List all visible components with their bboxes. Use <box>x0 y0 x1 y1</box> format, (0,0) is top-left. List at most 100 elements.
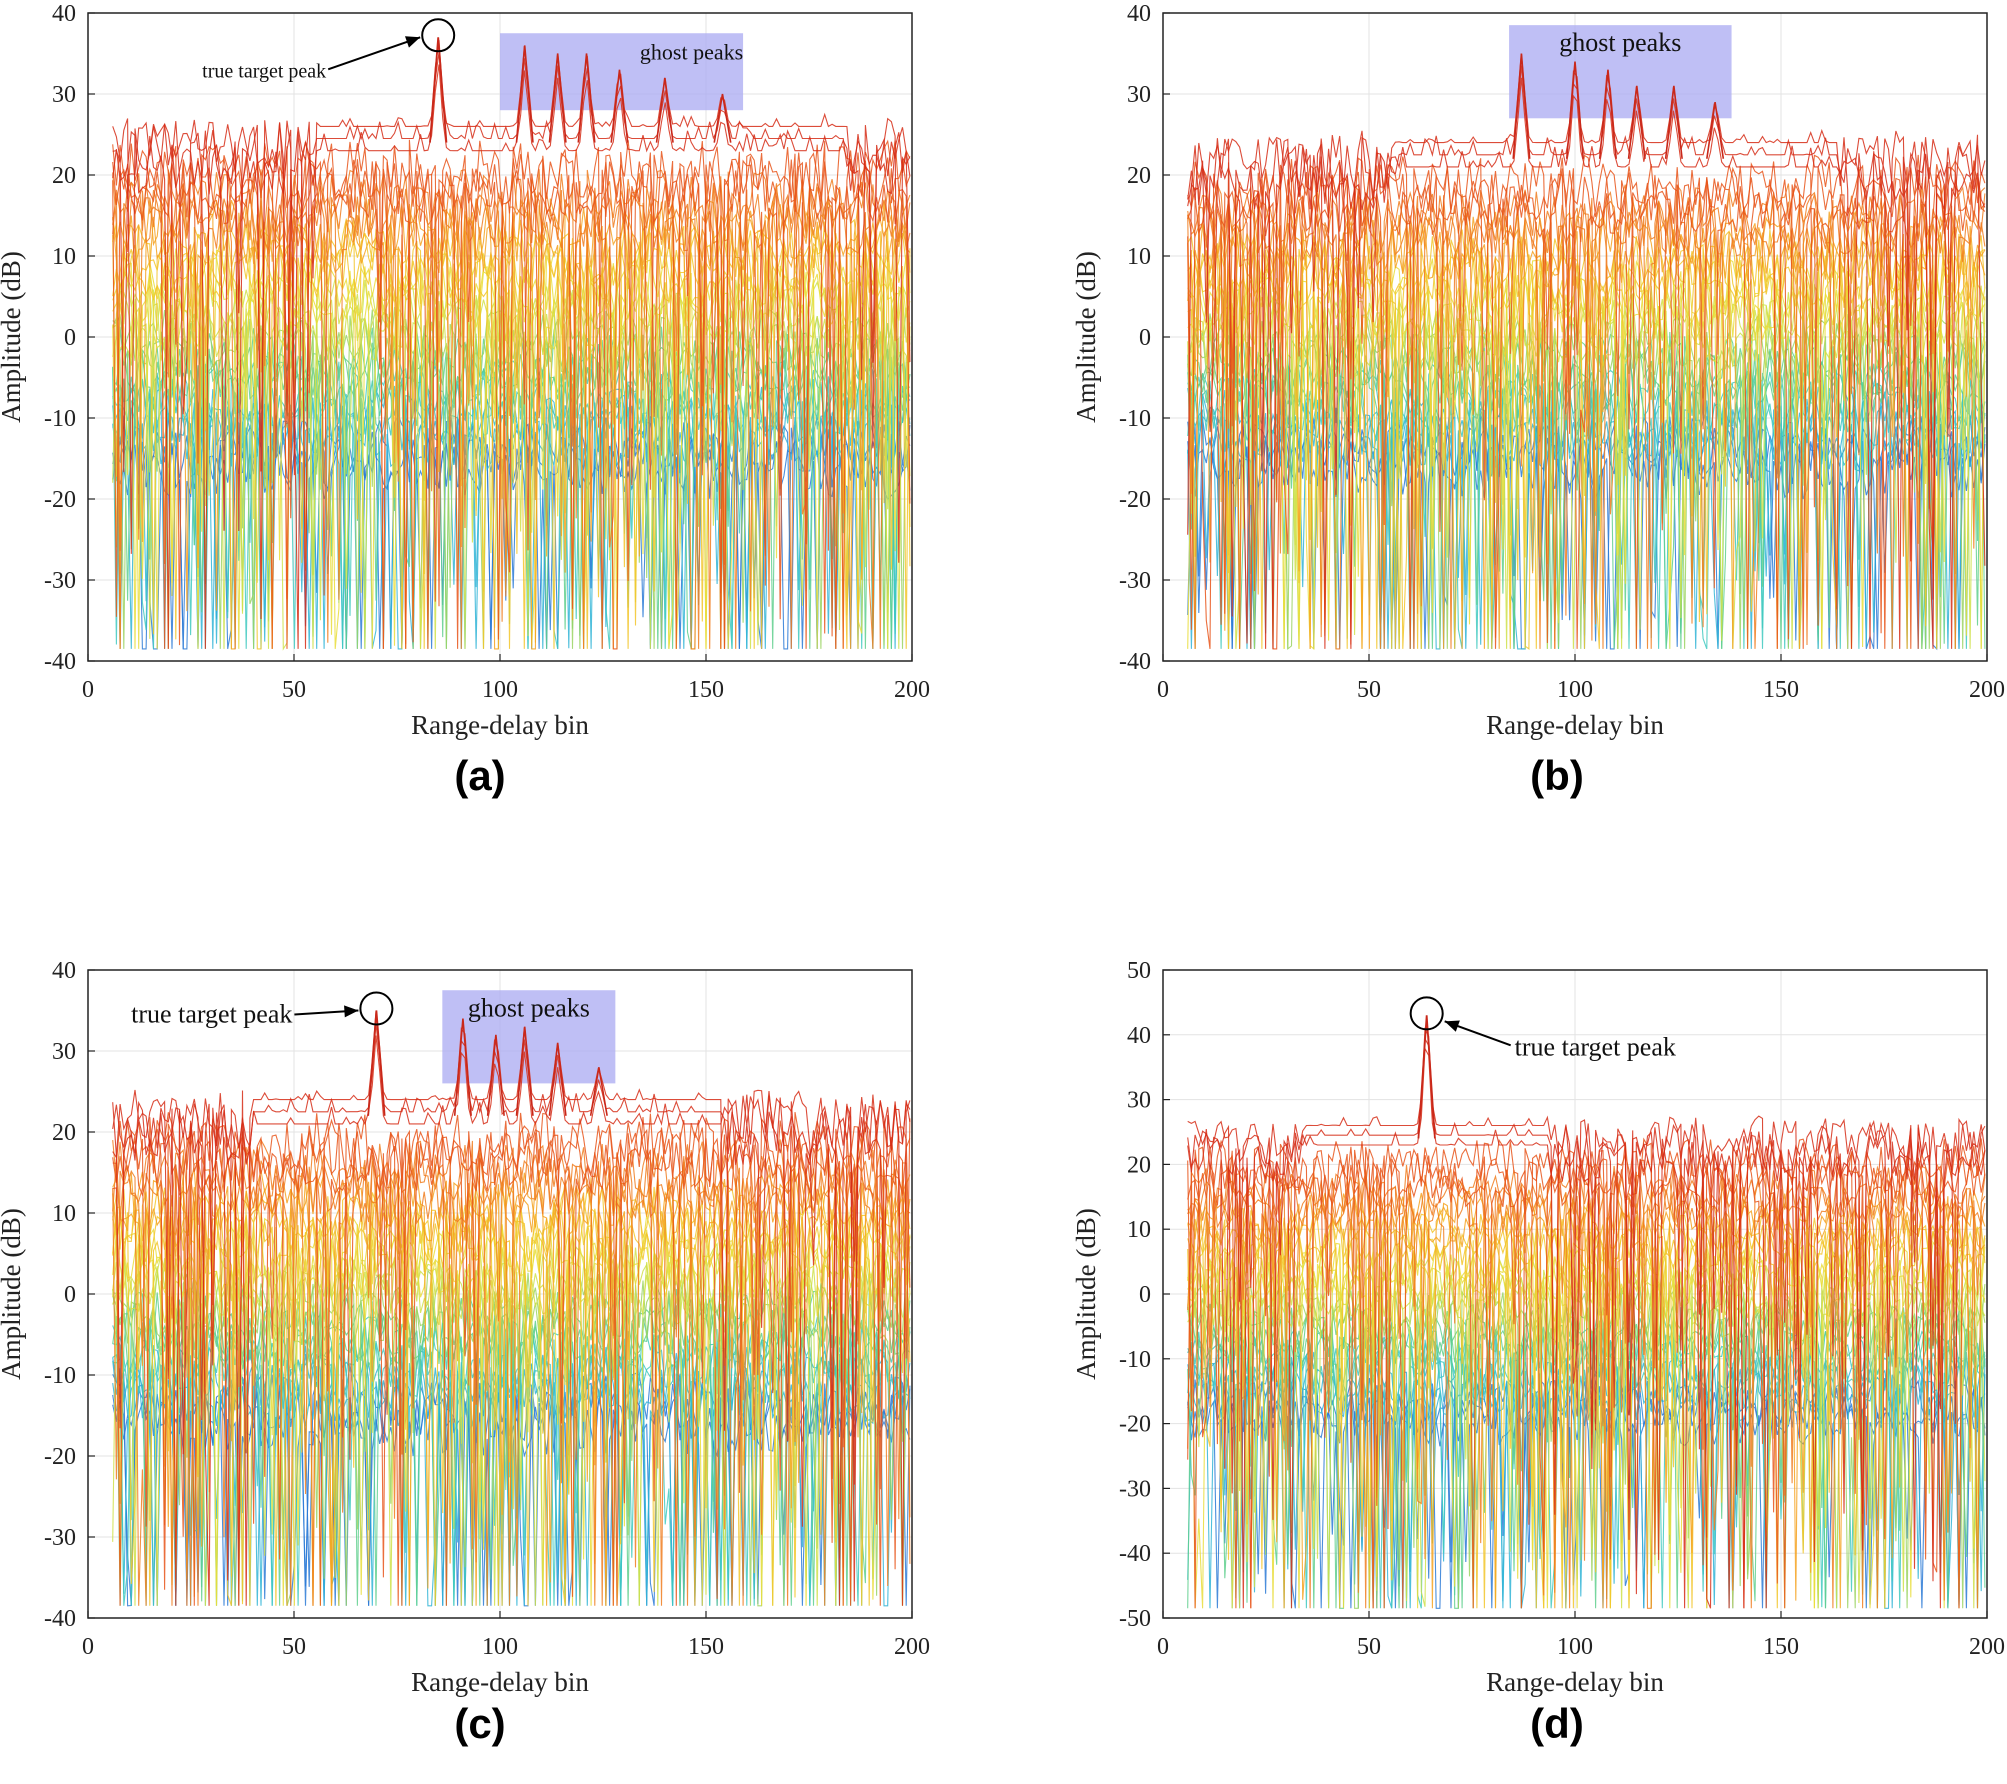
y-tick-label: -40 <box>1119 1541 1151 1567</box>
y-tick-label: -30 <box>44 1525 76 1551</box>
ghost-peak-4 <box>610 69 629 143</box>
x-axis-label: Range-delay bin <box>411 1667 589 1697</box>
true-peak-label: true target peak <box>202 60 326 82</box>
x-tick-label: 100 <box>1557 1634 1593 1660</box>
y-tick-label: -10 <box>44 406 76 432</box>
y-tick-label: 0 <box>64 1282 76 1308</box>
y-tick-label: 20 <box>52 163 76 189</box>
x-tick-label: 50 <box>1357 1634 1381 1660</box>
x-tick-label: 0 <box>1157 1634 1169 1660</box>
true-peak-label: true target peak <box>1515 1032 1676 1061</box>
arrow-head <box>1444 1020 1460 1032</box>
signal-traces <box>1187 1027 1986 1609</box>
y-tick-label: 30 <box>1127 82 1151 108</box>
y-axis-label: Amplitude (dB) <box>0 1208 26 1380</box>
y-tick-label: 0 <box>1139 325 1151 351</box>
x-tick-label: 100 <box>482 1634 518 1660</box>
trace-line <box>1187 182 1986 649</box>
true-target-peak <box>429 37 448 143</box>
ghost-peaks-label: ghost peaks <box>640 39 743 64</box>
y-tick-label: 10 <box>52 244 76 270</box>
chart-panel-4: 0 50 100 150 200 -50 -40 -30 -20 -10 0 10 20 30 40 50 Ra… <box>1071 958 2005 1697</box>
true-peak-circle <box>1409 996 1444 1031</box>
x-tick-label: 150 <box>688 677 724 703</box>
x-tick-label: 200 <box>1969 1634 2005 1660</box>
x-tick-label: 0 <box>82 677 94 703</box>
trace-line <box>112 64 911 649</box>
ghost-peak-4 <box>1627 85 1646 159</box>
trace-line <box>1187 1145 1986 1609</box>
y-tick-label: -30 <box>44 568 76 594</box>
trace-line <box>1187 1027 1986 1609</box>
y-tick-label: 10 <box>1127 244 1151 270</box>
ghost-peak-3 <box>515 1026 534 1116</box>
x-tick-label: 150 <box>1763 1634 1799 1660</box>
x-tick-label: 0 <box>82 1634 94 1660</box>
trace-line <box>1187 173 1986 650</box>
y-tick-label: -20 <box>44 1444 76 1470</box>
trace-line <box>112 1023 911 1606</box>
x-tick-label: 50 <box>1357 677 1381 703</box>
ghost-peak-2 <box>486 1034 505 1116</box>
y-tick-label: -20 <box>1119 487 1151 513</box>
ghost-peak-3 <box>1598 69 1617 159</box>
y-tick-label: 0 <box>1139 1282 1151 1308</box>
y-axis-label: Amplitude (dB) <box>1071 1208 1101 1380</box>
true-peak-label: true target peak <box>131 1000 292 1029</box>
y-tick-label: 40 <box>52 1 76 27</box>
true-peak-circle <box>359 991 394 1026</box>
ghost-peak-1 <box>1512 53 1531 159</box>
annotation-arrow <box>327 36 421 71</box>
y-tick-label: -40 <box>1119 649 1151 675</box>
ghost-peak-1 <box>453 1018 472 1116</box>
y-tick-label: 10 <box>52 1201 76 1227</box>
y-tick-label: 20 <box>1127 163 1151 189</box>
x-tick-label: 50 <box>282 677 306 703</box>
y-tick-label: -30 <box>1119 568 1151 594</box>
y-tick-label: 0 <box>64 325 76 351</box>
trace-line <box>1187 219 1986 649</box>
y-tick-label: 50 <box>1127 958 1151 984</box>
y-tick-label: 30 <box>52 82 76 108</box>
x-tick-label: 200 <box>1969 677 2005 703</box>
ghost-peaks-label: ghost peaks <box>468 993 590 1022</box>
y-tick-label: -40 <box>44 649 76 675</box>
true-target-peak <box>1417 1015 1436 1139</box>
x-tick-label: 150 <box>688 1634 724 1660</box>
trace-line <box>112 178 911 650</box>
ghost-peak-5 <box>655 77 674 143</box>
ghost-peak-2 <box>548 53 567 143</box>
trace-line <box>112 256 911 649</box>
y-tick-label: 20 <box>1127 1152 1151 1178</box>
y-tick-label: -30 <box>1119 1476 1151 1502</box>
ghost-peak-4 <box>548 1042 567 1116</box>
y-tick-label: 30 <box>1127 1088 1151 1114</box>
true-target-peak <box>367 1010 386 1116</box>
chart-panel-3: 0 50 100 150 200 -40 -30 -20 -10 0 10 20 30 40 Range-d… <box>0 958 930 1697</box>
panel-label-1: (a) <box>454 752 506 799</box>
x-tick-label: 150 <box>1763 677 1799 703</box>
arrow-head <box>344 1005 359 1018</box>
y-tick-label: 20 <box>52 1120 76 1146</box>
panel-label-4: (d) <box>1530 1700 1584 1747</box>
signal-traces <box>112 40 911 651</box>
y-tick-label: -10 <box>1119 406 1151 432</box>
chart-panel-1: 0 50 100 150 200 -40 -30 -20 -10 0 10 20 30 40 Range-d… <box>0 1 930 740</box>
chart-panel-2: 0 50 100 150 200 -40 -30 -20 -10 0 10 20 30 40 Range-d… <box>1071 1 2005 740</box>
trace-line <box>112 139 911 649</box>
signal-traces <box>1187 53 1986 651</box>
ghost-peaks-region <box>1509 25 1732 119</box>
x-tick-label: 50 <box>282 1634 306 1660</box>
true-peak-circle <box>421 18 456 53</box>
ghost-peak-6 <box>1706 101 1725 159</box>
y-axis-label: Amplitude (dB) <box>0 251 26 423</box>
y-tick-label: 40 <box>52 958 76 984</box>
ghost-peak-5 <box>1664 85 1683 159</box>
arrow-head <box>405 36 421 48</box>
x-axis-label: Range-delay bin <box>1486 1667 1664 1697</box>
signal-traces <box>112 1011 911 1607</box>
ghost-peak-2 <box>1565 61 1585 159</box>
trace-line <box>1187 154 1986 649</box>
trace-line <box>1187 1137 1986 1609</box>
